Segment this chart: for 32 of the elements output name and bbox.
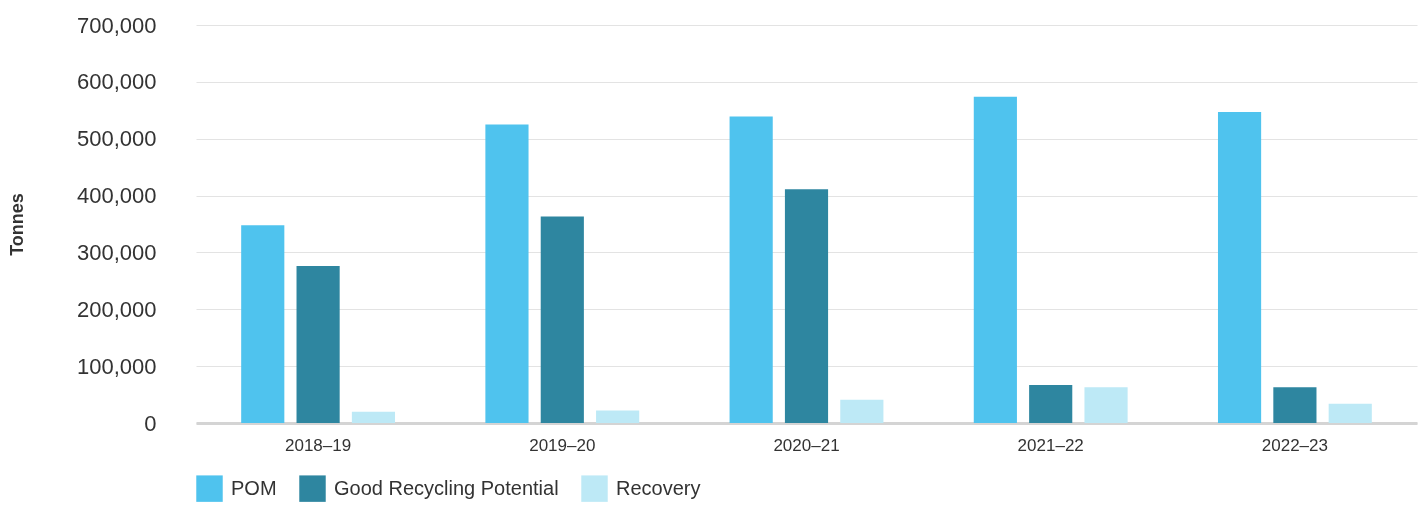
y-tick-label: 600,000: [76, 69, 157, 95]
bar: [351, 411, 396, 423]
bar: [540, 216, 584, 423]
y-tick-label: 0: [144, 410, 157, 436]
y-tick-label: 100,000: [76, 353, 157, 379]
legend-label: Good Recycling Potential: [334, 476, 559, 499]
y-tick-label: 500,000: [76, 126, 157, 152]
legend-label: Recovery: [616, 476, 701, 499]
bar: [1084, 387, 1128, 423]
bar: [296, 266, 340, 423]
bar: [973, 96, 1017, 423]
legend-label: POM: [231, 476, 277, 499]
y-tick-label: 200,000: [76, 296, 157, 322]
y-tick-label: 700,000: [76, 12, 157, 38]
x-tick-label: 2020–21: [773, 435, 840, 455]
bar: [1273, 387, 1317, 423]
bar: [596, 410, 640, 423]
x-tick-label: 2018–19: [285, 435, 352, 455]
x-tick-label: 2019–20: [529, 435, 596, 455]
bar: [241, 225, 285, 423]
bar: [1217, 111, 1262, 423]
x-tick-label: 2021–22: [1017, 435, 1084, 455]
y-axis-title: Tonnes: [6, 193, 27, 256]
bar: [729, 116, 773, 423]
bar: [1328, 403, 1372, 423]
y-tick-label: 400,000: [76, 183, 157, 209]
bar: [1029, 384, 1073, 423]
y-tick-label: 300,000: [76, 239, 157, 265]
x-tick-label: 2022–23: [1261, 435, 1328, 455]
bar: [784, 189, 829, 423]
bar: [485, 124, 529, 423]
bar: [840, 399, 884, 423]
